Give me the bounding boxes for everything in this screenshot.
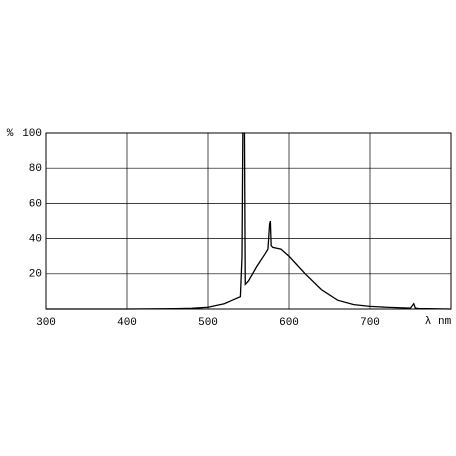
x-tick-label: 300 (36, 317, 56, 329)
y-axis-label: % (7, 128, 14, 140)
y-tick-label: 60 (29, 198, 42, 210)
x-axis-label: λ nm (425, 316, 452, 328)
x-tick-label: 600 (279, 317, 299, 329)
y-tick-label: 80 (29, 163, 42, 175)
y-tick-label: 100 (22, 128, 42, 140)
spectrum-line (46, 132, 452, 310)
plot-frame (45, 132, 452, 310)
x-tick-label: 700 (360, 317, 380, 329)
y-tick-label: 40 (29, 234, 42, 246)
y-tick-label: 20 (29, 269, 42, 281)
x-tick-label: 400 (117, 317, 137, 329)
x-tick-label: 500 (198, 317, 218, 329)
